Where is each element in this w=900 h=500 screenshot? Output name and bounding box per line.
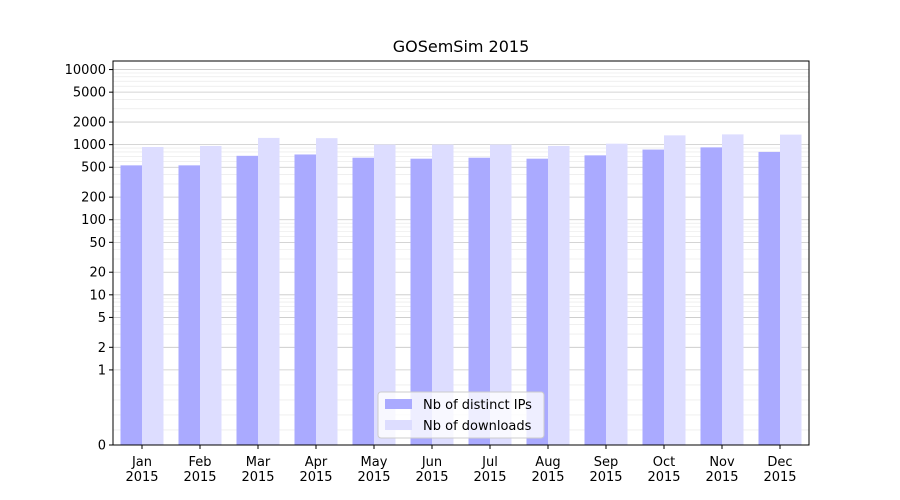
x-tick-label: Aug 2015: [531, 455, 564, 485]
bar-downloads: [780, 134, 802, 445]
bar-distinct-ips: [584, 155, 606, 446]
y-tick-label: 50: [89, 236, 106, 251]
bar-downloads: [258, 137, 280, 445]
legend-label: Nb of distinct IPs: [423, 398, 532, 413]
x-tick-label: Mar 2015: [241, 455, 274, 485]
bar-distinct-ips: [352, 157, 374, 446]
bar-downloads: [490, 144, 512, 445]
legend: Nb of distinct IPs Nb of downloads: [377, 391, 545, 439]
plot-frame: [112, 60, 810, 446]
axes: 0 1 2 5 10 20 50 100 200 500 1000 2000 5000 10000 Jan 2…: [65, 60, 810, 485]
bar-downloads: [664, 135, 686, 445]
y-tick-label: 1: [98, 363, 106, 378]
bar-distinct-ips: [294, 154, 316, 445]
bar-distinct-ips: [120, 165, 142, 445]
y-tick-label: 2: [98, 341, 106, 356]
bar-downloads: [548, 145, 570, 445]
bars: [120, 134, 802, 446]
bar-downloads: [316, 138, 338, 445]
bar-downloads: [200, 145, 222, 445]
y-tick-label: 200: [81, 191, 106, 206]
y-tick-label: 10000: [65, 63, 106, 78]
bar-distinct-ips: [236, 155, 258, 445]
bar-downloads: [374, 144, 396, 445]
bar-downloads: [432, 144, 454, 445]
y-tick-label: 20: [89, 266, 106, 281]
bar-distinct-ips: [410, 158, 432, 445]
bar-distinct-ips: [526, 158, 548, 445]
y-tick-label: 0: [98, 439, 106, 454]
legend-box: [377, 391, 545, 439]
bar-distinct-ips: [700, 147, 722, 445]
y-tick-label: 1000: [73, 138, 106, 153]
bar-distinct-ips: [178, 165, 200, 445]
x-tick-label: Sep 2015: [589, 455, 622, 485]
bar-downloads: [142, 147, 164, 445]
y-tick-label: 2000: [73, 116, 106, 131]
bar-distinct-ips: [758, 151, 780, 445]
x-tick-label: Jun 2015: [415, 455, 448, 485]
x-tick-label: Nov 2015: [705, 455, 738, 485]
y-tick-label: 100: [81, 213, 106, 228]
x-tick-label: Dec 2015: [763, 455, 796, 485]
y-tick-label: 10: [89, 288, 106, 303]
x-tick-label: Jul 2015: [473, 455, 506, 485]
x-tick-label: Jan 2015: [125, 455, 158, 485]
legend-swatch: [385, 420, 412, 430]
x-tick-label: Apr 2015: [299, 455, 332, 485]
x-tick-label: Oct 2015: [647, 455, 680, 485]
bar-downloads: [722, 134, 744, 445]
bar-distinct-ips: [642, 149, 664, 446]
y-tick-label: 500: [81, 161, 106, 176]
grid-lines: [113, 69, 809, 446]
y-tick-label: 5000: [73, 86, 106, 101]
legend-swatch: [385, 399, 412, 409]
bar-downloads: [606, 143, 628, 445]
bar-distinct-ips: [468, 157, 490, 446]
x-tick-label: May 2015: [357, 455, 390, 485]
y-tick-label: 5: [98, 311, 106, 326]
x-tick-label: Feb 2015: [183, 455, 216, 485]
chart-title: GOSemSim 2015: [393, 37, 530, 56]
legend-label: Nb of downloads: [423, 419, 532, 434]
